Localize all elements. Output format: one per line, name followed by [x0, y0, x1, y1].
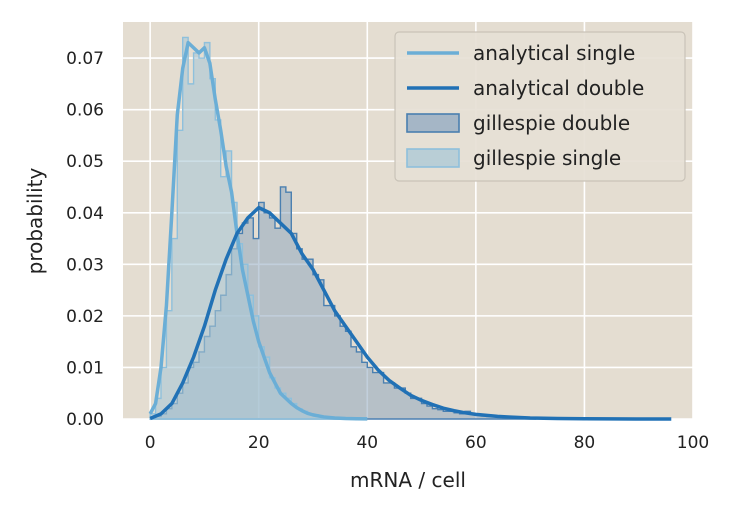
- y-tick-label-4: 0.04: [66, 204, 104, 224]
- x-tick-label-3: 60: [465, 433, 487, 453]
- x-tick-label-1: 20: [248, 433, 270, 453]
- y-axis-label: probability: [23, 167, 47, 274]
- y-tick-label-0: 0.00: [66, 410, 104, 430]
- y-tick-label-7: 0.07: [66, 49, 104, 69]
- analytical-double-line: [149, 205, 672, 421]
- legend-label-3: gillespie single: [473, 146, 621, 170]
- legend-box: [394, 31, 686, 182]
- legend-label-2: gillespie double: [473, 111, 630, 135]
- analytical-single-line: [148, 40, 368, 421]
- y-tick-label-5: 0.05: [66, 152, 104, 172]
- y-tick-label-1: 0.01: [66, 358, 104, 378]
- x-axis-label: mRNA / cell: [350, 468, 466, 492]
- legend-swatch-2: [406, 113, 460, 133]
- legend-label-0: analytical single: [473, 41, 635, 65]
- y-tick-label-6: 0.06: [66, 101, 104, 121]
- x-tick-label-4: 80: [574, 433, 596, 453]
- y-ticks: 0.00 0.01 0.02 0.03 0.04 0.05 0.06 0.07: [66, 49, 104, 430]
- x-tick-label-0: 0: [145, 433, 156, 453]
- legend-label-1: analytical double: [473, 76, 644, 100]
- x-tick-label-5: 100: [677, 433, 709, 453]
- legend: analytical single analytical double gilles…: [394, 31, 686, 182]
- y-tick-label-3: 0.03: [66, 255, 104, 275]
- legend-swatch-3: [406, 148, 460, 168]
- x-tick-label-2: 40: [356, 433, 378, 453]
- line-layer: [148, 40, 672, 421]
- x-ticks: 0 20 40 60 80 100: [145, 433, 709, 453]
- y-tick-label-2: 0.02: [66, 307, 104, 327]
